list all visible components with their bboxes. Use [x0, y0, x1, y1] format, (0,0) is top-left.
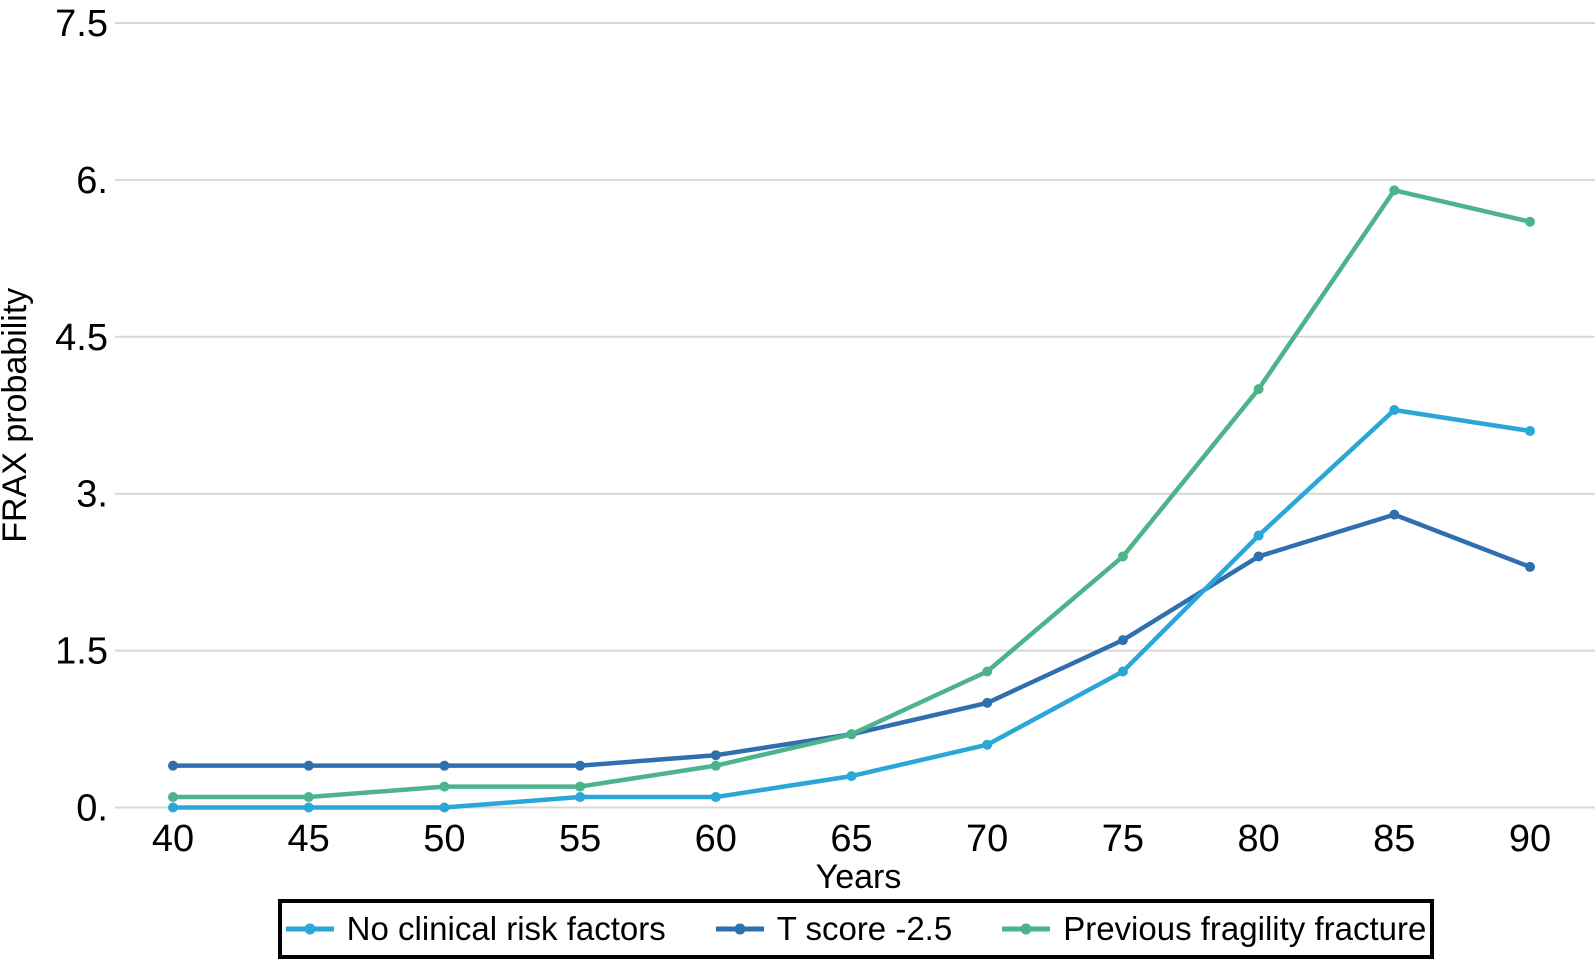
data-point: [168, 802, 178, 813]
legend-line-dot-marker: [1002, 923, 1051, 935]
legend-label: Previous fragility fracture: [1063, 910, 1427, 947]
x-tick-label: 65: [830, 818, 872, 860]
data-point: [710, 750, 721, 761]
legend: No clinical risk factors T score -2.5 Pr…: [278, 899, 1434, 959]
data-point: [439, 802, 450, 813]
data-point: [439, 781, 450, 792]
data-point: [303, 760, 314, 771]
y-tick-label: 4.5: [55, 317, 108, 359]
legend-line-dot-marker: [715, 923, 764, 935]
x-tick-label: 45: [288, 818, 330, 860]
x-tick-label: 55: [559, 818, 601, 860]
legend-label: T score -2.5: [776, 910, 953, 947]
y-tick-label: 3.: [76, 474, 108, 516]
x-tick-label: 70: [966, 818, 1008, 860]
y-axis-title: FRAX probability: [0, 288, 34, 543]
data-point: [982, 666, 993, 677]
y-tick-label: 1.5: [55, 631, 108, 673]
data-point: [1525, 561, 1535, 572]
data-point: [1253, 530, 1264, 541]
x-axis-title: Years: [816, 858, 902, 896]
series-line-0: [170, 407, 1533, 810]
y-tick-label: 0.: [76, 788, 108, 830]
data-point: [1525, 216, 1535, 227]
data-point: [303, 792, 314, 803]
x-tick-label: 75: [1102, 818, 1144, 860]
data-point: [575, 760, 586, 771]
data-point: [303, 802, 314, 813]
data-point: [1525, 425, 1535, 436]
data-point: [710, 792, 721, 803]
series-line-1: [170, 512, 1533, 768]
data-point: [168, 792, 178, 803]
data-point: [1253, 384, 1264, 395]
legend-item-no-clinical-risk-factors: No clinical risk factors: [285, 910, 666, 948]
data-point: [1253, 551, 1264, 562]
legend-item-previous-fragility-fracture: Previous fragility fracture: [1002, 910, 1426, 948]
data-point: [1389, 405, 1400, 416]
data-point: [1389, 509, 1400, 520]
data-point: [1117, 551, 1128, 562]
data-point: [846, 729, 857, 740]
data-point: [1389, 185, 1400, 196]
x-tick-label: 85: [1373, 818, 1415, 860]
data-point: [1117, 666, 1128, 677]
y-tick-label: 7.5: [55, 3, 108, 45]
x-tick-label: 60: [695, 818, 737, 860]
legend-label: No clinical risk factors: [346, 910, 666, 947]
data-point: [982, 739, 993, 750]
data-point: [846, 771, 857, 782]
x-tick-label: 50: [423, 818, 465, 860]
y-tick-label: 6.: [76, 160, 108, 202]
data-point: [575, 781, 586, 792]
data-point: [575, 792, 586, 803]
legend-line-dot-marker: [285, 923, 334, 935]
data-point: [1117, 635, 1128, 646]
data-point: [439, 760, 450, 771]
data-point: [710, 760, 721, 771]
x-tick-label: 90: [1509, 818, 1551, 860]
data-point: [168, 760, 178, 771]
legend-item-t-score: T score -2.5: [715, 910, 953, 948]
data-point: [982, 697, 993, 708]
x-tick-label: 80: [1237, 818, 1279, 860]
x-tick-label: 40: [152, 818, 194, 860]
